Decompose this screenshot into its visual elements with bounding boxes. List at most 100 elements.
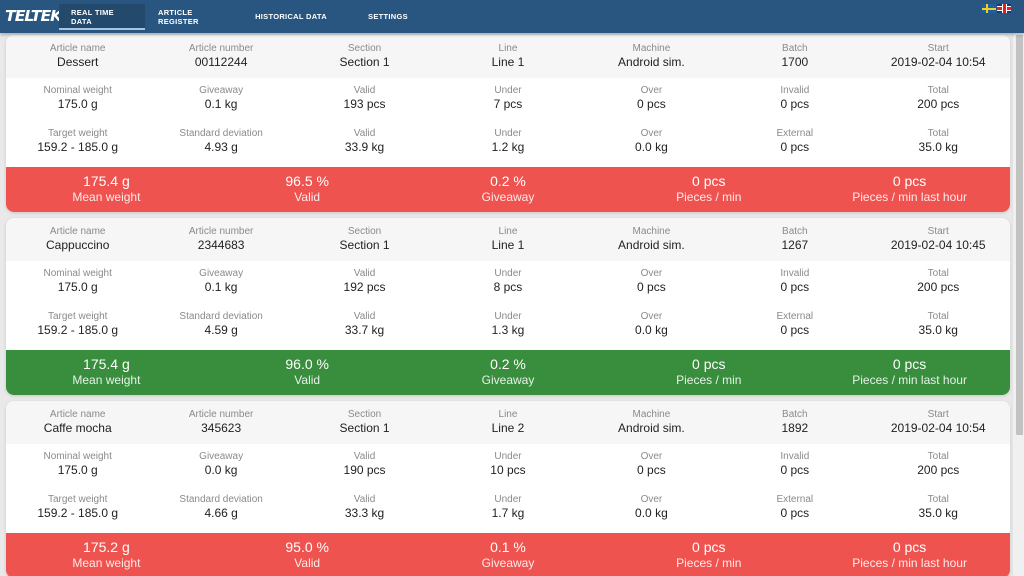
tab-real-time-data[interactable]: REAL TIME DATA [59, 4, 145, 30]
field-label: Total [927, 128, 949, 139]
field-value: 2344683 [197, 238, 245, 252]
article-card[interactable]: Article name Cappuccino Article number 2344… [6, 218, 1010, 395]
field-value: 2019-02-04 10:54 [890, 55, 986, 69]
field-article-number: Article number 345623 [149, 401, 292, 444]
field-article-number: Article number 2344683 [149, 218, 292, 261]
field-value: Line 2 [491, 421, 525, 435]
summary-value: 0.1 % [490, 539, 526, 555]
card-weights-row: Target weight 159.2 - 185.0 g Standard dev… [6, 311, 1010, 338]
field-value: 2019-02-04 10:45 [890, 238, 986, 252]
article-card[interactable]: Article name Dessert Article number 0011224… [6, 35, 1010, 212]
field-machine: Machine Android sim. [580, 401, 723, 444]
summary-mean-weight: 175.2 g Mean weight [6, 533, 207, 576]
summary-giveaway: 0.2 % Giveaway [408, 350, 609, 395]
vertical-scrollbar[interactable] [1012, 33, 1024, 576]
field-label: Total [927, 268, 949, 279]
field-start: Start 2019-02-04 10:54 [867, 401, 1010, 444]
main-nav-tabs: REAL TIME DATA ARTICLE REGISTER HISTORIC… [59, 4, 437, 33]
tab-historical-data[interactable]: HISTORICAL DATA [255, 12, 327, 21]
field-label: Section [347, 43, 382, 54]
field-label: Target weight [47, 128, 108, 139]
field-article-name: Article name Caffe mocha [6, 401, 149, 444]
summary-value: 0.2 % [490, 356, 526, 372]
field-label: Article name [49, 409, 106, 420]
scrollbar-thumb[interactable] [1016, 35, 1023, 435]
field-under: Under 8 pcs [436, 268, 579, 295]
field-label: Standard deviation [179, 128, 263, 139]
field-value: 0 pcs [780, 280, 810, 294]
field-label: Over [640, 311, 663, 322]
field-value: Android sim. [618, 421, 685, 435]
field-over: Over 0.0 kg [580, 494, 723, 521]
field-value: 0 pcs [780, 506, 810, 520]
field-line: Line Line 2 [436, 401, 579, 444]
field-value: 1700 [781, 55, 809, 69]
summary-pieces-min-last-hour: 0 pcs Pieces / min last hour [809, 533, 1010, 576]
field-batch: Batch 1267 [723, 218, 866, 261]
uk-flag-icon[interactable] [997, 4, 1011, 13]
summary-value: 0 pcs [892, 539, 927, 555]
summary-label: Giveaway [481, 556, 535, 570]
field-label: Section [347, 226, 382, 237]
field-value: 175.0 g [57, 97, 98, 111]
tab-settings[interactable]: SETTINGS [368, 12, 408, 21]
field-label: Under [494, 311, 522, 322]
field-label: Standard deviation [179, 494, 263, 505]
language-selector [982, 4, 1011, 13]
summary-pieces-min: 0 pcs Pieces / min [608, 167, 809, 212]
field-section: Section Section 1 [293, 401, 436, 444]
field-label: Valid [353, 311, 376, 322]
summary-pieces-min: 0 pcs Pieces / min [608, 350, 809, 395]
field-value: 4.59 g [204, 323, 238, 337]
field-target-weight: Target weight 159.2 - 185.0 g [6, 128, 149, 155]
field-value: 35.0 kg [918, 506, 958, 520]
field-label: Start [927, 43, 949, 54]
field-line: Line Line 1 [436, 35, 579, 78]
summary-label: Mean weight [72, 373, 141, 387]
field-value: Line 1 [491, 55, 525, 69]
field-value: 159.2 - 185.0 g [37, 323, 119, 337]
swedish-flag-icon[interactable] [982, 4, 996, 13]
field-label: Article number [188, 43, 254, 54]
field-label: Valid [353, 494, 376, 505]
field-label: Nominal weight [43, 85, 112, 96]
field-label: Under [494, 451, 522, 462]
field-value: 200 pcs [917, 463, 960, 477]
summary-pieces-min: 0 pcs Pieces / min [608, 533, 809, 576]
summary-value: 0 pcs [892, 356, 927, 372]
article-card[interactable]: Article name Caffe mocha Article number 345… [6, 401, 1010, 576]
field-standard-deviation: Standard deviation 4.59 g [149, 311, 292, 338]
field-label: Nominal weight [43, 268, 112, 279]
status-summary-bar: 175.2 g Mean weight 95.0 % Valid 0.1 % Giveaw… [6, 533, 1010, 576]
field-label: Article name [49, 43, 106, 54]
summary-label: Pieces / min [676, 556, 742, 570]
field-value: 0 pcs [637, 97, 666, 111]
field-over: Over 0.0 kg [580, 311, 723, 338]
field-value: 175.0 g [57, 463, 98, 477]
field-value: Cappuccino [46, 238, 110, 252]
status-summary-bar: 175.4 g Mean weight 96.0 % Valid 0.2 % Giveaw… [6, 350, 1010, 395]
field-value: 193 pcs [343, 97, 386, 111]
field-target-weight: Target weight 159.2 - 185.0 g [6, 311, 149, 338]
summary-label: Mean weight [72, 190, 141, 204]
field-invalid: Invalid 0 pcs [723, 85, 866, 112]
field-valid: Valid 192 pcs [293, 268, 436, 295]
field-label: Section [347, 409, 382, 420]
field-article-number: Article number 00112244 [149, 35, 292, 78]
field-value: Section 1 [339, 55, 390, 69]
tab-article-register[interactable]: ARTICLE REGISTER [158, 7, 199, 26]
field-total: Total 200 pcs [867, 85, 1010, 112]
field-label: Over [640, 128, 663, 139]
field-label: Under [494, 128, 522, 139]
field-giveaway: Giveaway 0.1 kg [149, 268, 292, 295]
field-value: 10 pcs [490, 463, 526, 477]
field-value: 0.0 kg [635, 140, 668, 154]
summary-value: 95.0 % [285, 539, 329, 555]
field-standard-deviation: Standard deviation 4.66 g [149, 494, 292, 521]
field-label: Valid [353, 128, 376, 139]
field-label: Under [494, 494, 522, 505]
field-value: 0 pcs [780, 140, 810, 154]
summary-valid: 96.5 % Valid [207, 167, 408, 212]
field-under: Under 1.3 kg [436, 311, 579, 338]
field-machine: Machine Android sim. [580, 218, 723, 261]
